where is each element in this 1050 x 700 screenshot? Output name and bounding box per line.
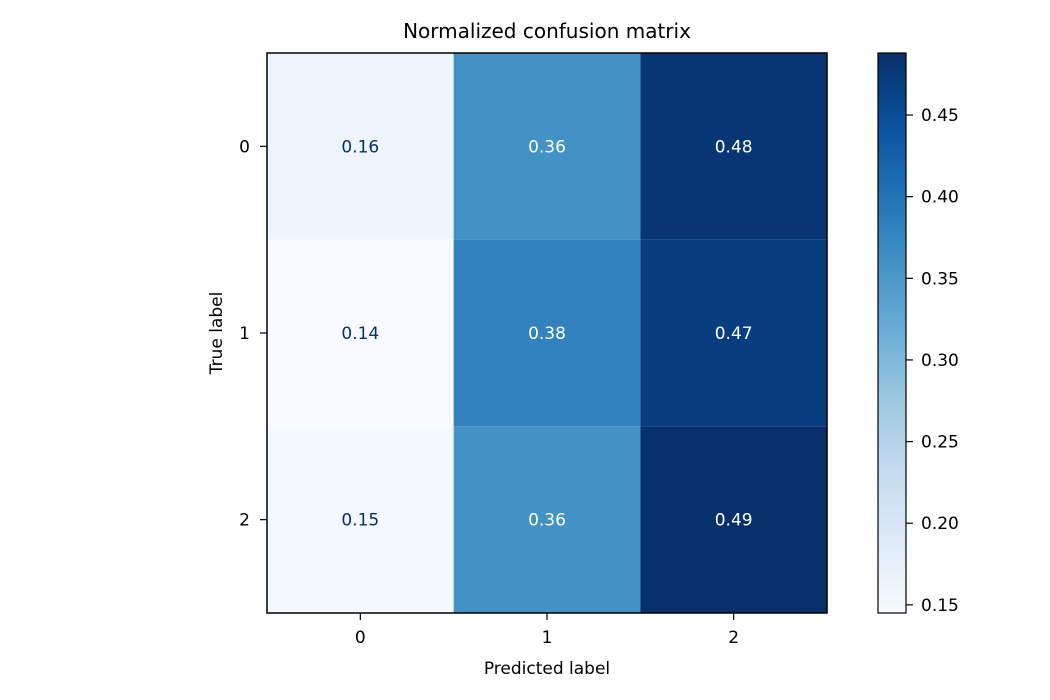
y-tick-label: 2: [239, 511, 250, 531]
colorbar-tick-label: 0.25: [921, 433, 959, 453]
cell-value-label: 0.47: [715, 324, 753, 344]
heatmap-cell: [267, 239, 454, 427]
heatmap-cell: [640, 53, 827, 240]
x-tick-label: 1: [542, 628, 553, 648]
cell-value-label: 0.48: [715, 137, 753, 157]
colorbar-tick-label: 0.15: [921, 596, 959, 616]
colorbar-tick-label: 0.30: [921, 351, 959, 371]
colorbar-ticks: 0.15 0.20 0.25 0.30 0.35 0.40 0.45: [906, 106, 959, 616]
colorbar-tick-label: 0.20: [921, 514, 959, 534]
heatmap-cell: [640, 426, 827, 613]
y-tick-label: 0: [239, 137, 250, 157]
cell-value-label: 0.14: [341, 324, 379, 344]
x-axis-ticks: 0 1 2: [355, 613, 739, 648]
x-axis-label: Predicted label: [484, 659, 610, 679]
heatmap-cell: [267, 53, 454, 240]
y-tick-label: 1: [239, 324, 250, 344]
colorbar-tick-label: 0.45: [921, 106, 959, 126]
heatmap-cell: [453, 53, 641, 240]
heatmap-cell: [453, 239, 641, 427]
cell-value-label: 0.15: [341, 511, 379, 531]
y-axis-ticks: 0 1 2: [239, 137, 267, 531]
chart-title: Normalized confusion matrix: [403, 19, 691, 43]
cell-value-label: 0.38: [528, 324, 566, 344]
cell-value-label: 0.36: [528, 511, 566, 531]
cell-value-label: 0.16: [341, 137, 379, 157]
cell-value-label: 0.49: [715, 511, 753, 531]
heatmap-cell: [640, 239, 827, 427]
colorbar-tick-label: 0.35: [921, 269, 959, 289]
colorbar: [877, 52, 907, 614]
cell-value-label: 0.36: [528, 137, 566, 157]
x-tick-label: 2: [728, 628, 739, 648]
heatmap-cell: [267, 426, 454, 613]
colorbar-tick-label: 0.40: [921, 188, 959, 208]
x-tick-label: 0: [355, 628, 366, 648]
heatmap-cell: [453, 426, 641, 613]
heatmap-cells: 0.16 0.36 0.48 0.14 0.38 0.47 0.15 0.36 0.49: [267, 53, 827, 613]
y-axis-label: True label: [207, 292, 227, 376]
